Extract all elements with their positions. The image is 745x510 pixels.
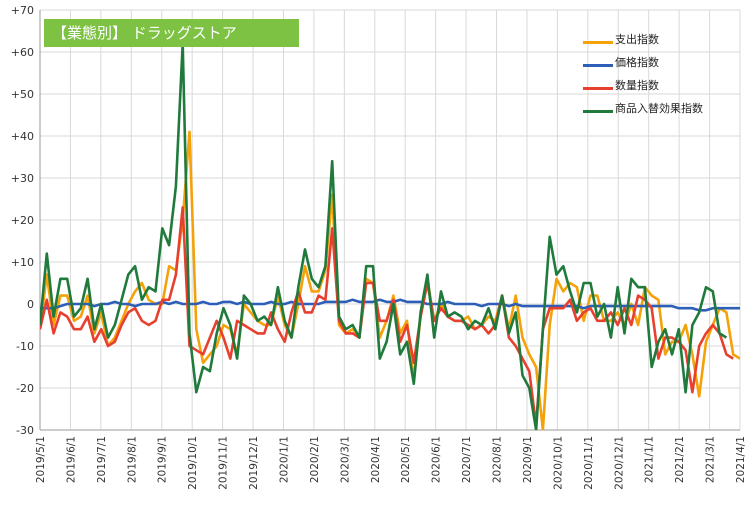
legend-swatch-spending bbox=[583, 41, 613, 44]
series-line-2 bbox=[40, 206, 734, 428]
y-tick-label: +50 bbox=[11, 88, 34, 101]
axes bbox=[39, 10, 740, 431]
y-tick-label: +30 bbox=[11, 172, 34, 185]
legend-label-quantity: 数量指数 bbox=[615, 79, 659, 92]
y-tick-label: -30 bbox=[16, 424, 34, 437]
x-tick-label: 2019/8/1 bbox=[126, 436, 138, 483]
y-tick-labels: -30 -20 -10 0 +10 +20 +30 +40 +50 +60 +70 bbox=[11, 4, 34, 437]
y-tick-label: 0 bbox=[27, 298, 34, 311]
legend-item-price: 価格指数 bbox=[583, 54, 733, 77]
chart-title: 【業態別】 ドラッグストア bbox=[44, 19, 299, 47]
x-tick-label: 2020/5/1 bbox=[400, 436, 412, 483]
x-tick-label: 2019/11/1 bbox=[218, 436, 230, 490]
y-tick-label: +40 bbox=[11, 130, 34, 143]
x-tick-label: 2020/7/1 bbox=[461, 436, 473, 483]
y-tick-label: +70 bbox=[11, 4, 34, 17]
legend-item-quantity: 数量指数 bbox=[583, 77, 733, 100]
x-tick-label: 2020/4/1 bbox=[370, 436, 382, 483]
x-tick-label: 2020/11/1 bbox=[583, 436, 595, 490]
x-tick-label: 2021/4/1 bbox=[735, 436, 745, 483]
legend-label-spending: 支出指数 bbox=[615, 33, 659, 46]
y-tick-label: -10 bbox=[16, 340, 34, 353]
series-line-0 bbox=[40, 130, 740, 430]
y-tick-label: -20 bbox=[16, 382, 34, 395]
legend-swatch-replacement bbox=[583, 110, 613, 113]
x-tick-label: 2019/10/1 bbox=[187, 436, 199, 490]
x-tick-label: 2019/5/1 bbox=[35, 436, 47, 483]
y-tick-label: +60 bbox=[11, 46, 34, 59]
x-tick-label: 2019/12/1 bbox=[248, 436, 260, 490]
y-tick-label: +20 bbox=[11, 214, 34, 227]
x-tick-label: 2020/6/1 bbox=[431, 436, 443, 483]
legend-item-replacement: 商品入替効果指数 bbox=[583, 100, 733, 123]
x-tick-label: 2020/3/1 bbox=[339, 436, 351, 483]
legend-label-replacement: 商品入替効果指数 bbox=[615, 102, 703, 115]
x-tick-label: 2020/10/1 bbox=[552, 436, 564, 490]
legend-item-spending: 支出指数 bbox=[583, 31, 733, 54]
series-line-1 bbox=[40, 298, 740, 312]
x-tick-labels: 2019/5/1 2019/6/1 2019/7/1 2019/8/1 2019/9/1… bbox=[35, 436, 745, 490]
x-tick-label: 2019/7/1 bbox=[96, 436, 108, 483]
legend: 支出指数 価格指数 数量指数 商品入替効果指数 bbox=[583, 31, 733, 123]
x-tick-label: 2020/12/1 bbox=[613, 436, 625, 490]
x-tick-label: 2021/1/1 bbox=[644, 436, 656, 483]
x-tick-label: 2020/1/1 bbox=[278, 436, 290, 483]
y-tick-label: +10 bbox=[11, 256, 34, 269]
x-tick-label: 2021/3/1 bbox=[705, 436, 717, 483]
x-tick-label: 2019/9/1 bbox=[157, 436, 169, 483]
x-tick-label: 2021/2/1 bbox=[674, 436, 686, 483]
x-tick-label: 2020/8/1 bbox=[492, 436, 504, 483]
legend-swatch-price bbox=[583, 64, 613, 67]
x-tick-label: 2020/9/1 bbox=[522, 436, 534, 483]
legend-label-price: 価格指数 bbox=[615, 56, 659, 69]
series-line-3 bbox=[40, 42, 728, 430]
legend-swatch-quantity bbox=[583, 87, 613, 90]
x-tick-label: 2019/6/1 bbox=[65, 436, 77, 483]
series-lines bbox=[40, 42, 740, 430]
x-tick-label: 2020/2/1 bbox=[309, 436, 321, 483]
